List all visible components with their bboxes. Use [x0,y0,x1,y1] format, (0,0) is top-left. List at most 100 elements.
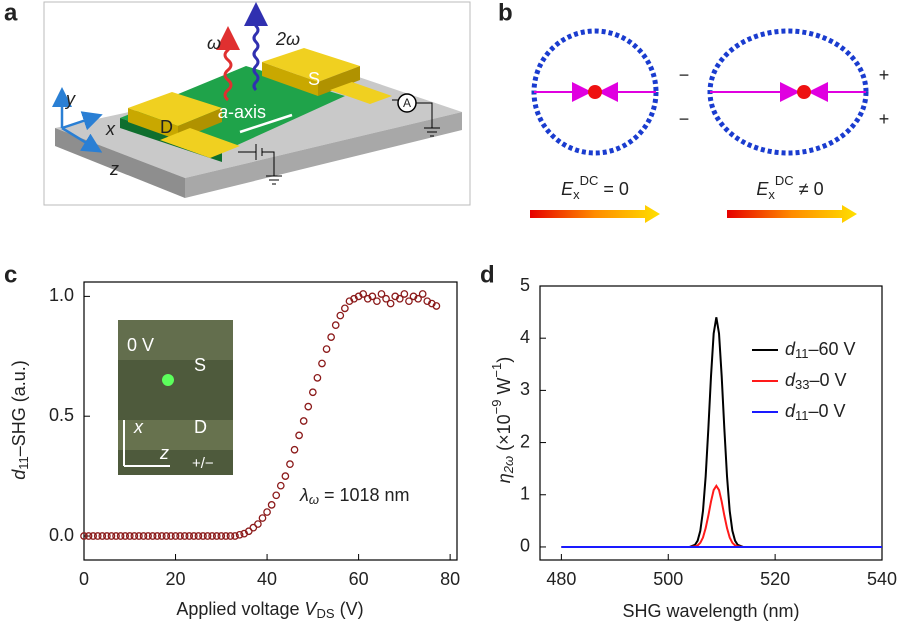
series-line [561,484,882,548]
y-title-part: ) [494,357,514,363]
inset: 0 V S D x z +/− [118,320,233,475]
inset-label: S [194,355,206,375]
shg-wave [244,2,268,92]
point [135,532,143,540]
point [267,501,276,509]
point [295,431,303,440]
panel-letter: a [4,0,18,26]
point [254,520,262,528]
point [286,460,294,468]
point [199,532,207,540]
panel-letter: c [4,261,17,288]
y-tick-label: 4 [520,327,530,347]
electrode-drain [128,92,222,126]
point [116,532,125,540]
point [290,445,299,454]
point [231,532,239,540]
point [107,532,116,540]
inset-label: z [159,443,169,463]
axis-label-a: a [218,102,228,122]
legend-label: d11–60 V [785,339,856,362]
y-label: y [64,89,76,109]
point [373,297,381,306]
panel-b: b − − + + ExDC = 0 ExDC ≠ 0 [498,0,889,223]
y-title-part: −9 [489,400,504,415]
panel-letter: d [480,261,495,288]
point [144,532,152,540]
y-title-part: (×10 [494,414,514,456]
x-tick-label: 60 [349,569,369,589]
inset-label: +/− [192,455,214,472]
x-tick-label: 500 [653,569,683,589]
legend-label-part: d [785,401,796,421]
y-axis-title: η2ω (×10−9 W−1) [489,357,516,484]
point [125,532,134,540]
caption: ExDC ≠ 0 [756,173,823,202]
point [327,333,335,341]
omega-label: ω [207,33,221,53]
electrode-drain-side [128,108,178,140]
x-arrow [61,111,103,131]
x-axis-title: Applied voltage VDS (V) [176,599,363,622]
point [395,294,404,303]
y-tick-label: 2 [520,431,530,451]
x-axis-title: SHG wavelength (nm) [622,601,799,621]
point [89,532,98,540]
legend-label: d33–0 V [785,370,847,393]
plot-frame [83,281,458,561]
x-tick-label: 520 [760,569,790,589]
point [359,290,368,298]
legend-label-part: –60 V [809,339,856,359]
y-title-part: 11 [16,456,31,470]
point [386,299,395,308]
point [281,472,290,480]
point [382,294,390,303]
x-title-part: Applied voltage [176,599,304,619]
x-tick-label: 0 [79,569,89,589]
electrode-source-side [262,62,318,96]
z-label: z [109,159,119,179]
electrode-source [262,48,360,82]
point [212,532,221,540]
point [400,290,409,298]
point [313,374,322,382]
point [341,304,349,313]
point [93,532,102,540]
ground [416,102,440,137]
caption-sub: x [573,187,580,202]
gradient-arrow [727,205,857,223]
y-tick-label: 0.0 [49,525,74,545]
point [377,290,386,298]
gradient-arrow [530,205,660,223]
electrode-source-side [318,66,360,96]
x-title-part: V [305,599,319,619]
point [185,532,194,540]
y-title-part: −1 [489,363,504,378]
point [121,532,130,540]
inset-image [118,420,233,450]
point [194,532,203,540]
drain-lead [160,128,240,158]
point [322,345,331,353]
panel-d: d SHG wavelength (nm) η2ω (×10−9 W−1) 0 1… [480,261,897,620]
legend-label: d11–0 V [785,401,846,424]
charge-sign: + [879,65,890,85]
point [414,294,422,303]
y-tick-label: 1 [520,484,530,504]
two-omega-label: 2ω [275,29,300,49]
legend-label-part: 11 [795,346,809,361]
point [308,388,317,397]
substrate-side [185,112,462,198]
source-label: S [308,69,320,89]
point [318,359,326,368]
y-title-part: –SHG (a.u.) [9,360,29,456]
point [84,532,93,540]
point [217,532,226,540]
x-tick-label: 540 [867,569,897,589]
panel-letter: b [498,0,513,26]
y-tick-label: 5 [520,275,530,295]
drain-label: D [160,117,173,137]
annotation-part: = 1018 nm [319,485,410,505]
point [304,402,313,411]
